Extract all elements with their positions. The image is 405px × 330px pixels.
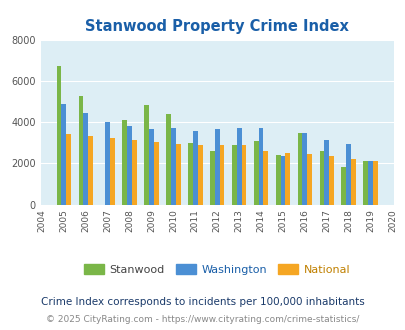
Bar	[144, 105, 149, 205]
Text: © 2025 CityRating.com - https://www.cityrating.com/crime-statistics/: © 2025 CityRating.com - https://www.city…	[46, 315, 359, 324]
Bar	[324, 140, 328, 205]
Bar	[275, 155, 280, 205]
Bar	[241, 146, 246, 205]
Bar	[105, 122, 110, 205]
Bar	[110, 138, 115, 205]
Legend: Stanwood, Washington, National: Stanwood, Washington, National	[79, 260, 354, 279]
Bar	[362, 161, 367, 205]
Bar	[219, 146, 224, 205]
Bar	[83, 113, 88, 205]
Bar	[57, 66, 61, 205]
Bar	[209, 151, 214, 205]
Bar	[214, 129, 219, 205]
Bar	[149, 129, 153, 205]
Bar	[280, 155, 285, 205]
Bar	[153, 142, 158, 205]
Title: Stanwood Property Crime Index: Stanwood Property Crime Index	[85, 19, 348, 34]
Bar	[345, 144, 350, 205]
Bar	[192, 131, 197, 205]
Bar	[88, 136, 93, 205]
Bar	[231, 145, 236, 205]
Bar	[122, 120, 127, 205]
Bar	[171, 128, 175, 205]
Bar	[78, 96, 83, 205]
Bar	[319, 151, 324, 205]
Bar	[350, 159, 355, 205]
Bar	[285, 153, 290, 205]
Bar	[263, 151, 268, 205]
Bar	[367, 161, 372, 205]
Bar	[188, 143, 192, 205]
Bar	[66, 134, 71, 205]
Bar	[132, 140, 136, 205]
Bar	[258, 128, 263, 205]
Bar	[197, 146, 202, 205]
Bar	[328, 155, 333, 205]
Bar	[127, 126, 132, 205]
Bar	[307, 154, 311, 205]
Bar	[166, 114, 171, 205]
Bar	[253, 141, 258, 205]
Text: Crime Index corresponds to incidents per 100,000 inhabitants: Crime Index corresponds to incidents per…	[41, 297, 364, 307]
Bar	[236, 128, 241, 205]
Bar	[175, 144, 180, 205]
Bar	[302, 133, 307, 205]
Bar	[61, 104, 66, 205]
Bar	[341, 168, 345, 205]
Bar	[297, 133, 302, 205]
Bar	[372, 161, 377, 205]
